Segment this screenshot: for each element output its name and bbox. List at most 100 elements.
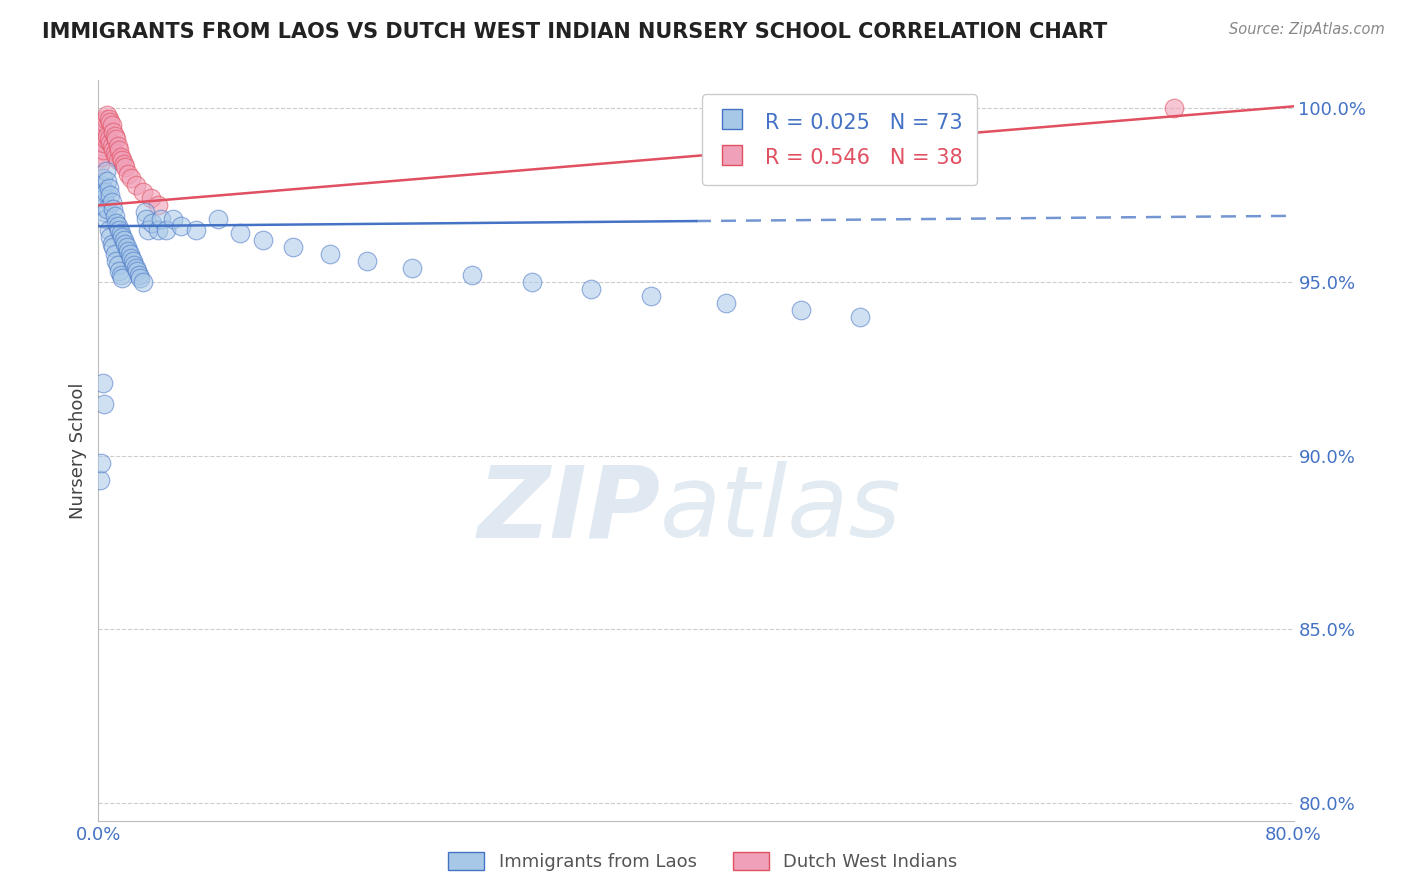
Point [401,260,423,275]
Point [148,223,170,237]
Point [127,264,149,278]
Point [91,122,114,136]
Point [91,376,114,390]
Point [125,260,148,275]
Point [125,178,148,192]
Point [89,188,111,202]
Point [105,132,128,146]
Point [108,143,131,157]
Point [136,223,159,237]
Point [97,181,120,195]
Point [97,132,120,146]
Point [103,125,125,139]
Point [714,295,737,310]
Point [117,244,139,258]
Point [94,112,117,126]
Point [90,128,112,143]
Point [90,456,112,470]
Point [107,153,129,168]
Point [148,198,170,212]
Point [581,282,603,296]
Point [162,212,184,227]
Point [184,223,207,237]
Point [104,146,127,161]
Text: IMMIGRANTS FROM LAOS VS DUTCH WEST INDIAN NURSERY SCHOOL CORRELATION CHART: IMMIGRANTS FROM LAOS VS DUTCH WEST INDIA… [42,22,1108,42]
Point [105,216,128,230]
Point [108,223,131,237]
Point [319,247,342,261]
Point [96,174,118,188]
Point [93,396,115,410]
Point [90,198,112,212]
Point [98,229,122,244]
Point [101,139,124,153]
Point [90,150,112,164]
Point [150,212,173,227]
Point [108,264,131,278]
Point [114,160,136,174]
Point [105,150,128,164]
Point [103,240,125,254]
Point [93,115,115,129]
Point [128,268,150,282]
Point [132,185,155,199]
Point [118,247,141,261]
Point [96,128,118,143]
Point [103,143,125,157]
Point [229,226,252,240]
Point [120,170,142,185]
Point [93,205,115,219]
Point [849,310,872,324]
Point [98,188,122,202]
Point [91,143,114,157]
Point [155,223,177,237]
Point [104,247,127,261]
Point [101,236,124,251]
Point [107,258,129,272]
Point [134,205,156,219]
Point [110,150,132,164]
Y-axis label: Nursery School: Nursery School [69,382,87,519]
Point [103,202,125,216]
Point [101,119,124,133]
Point [169,219,191,234]
Point [117,167,139,181]
Point [640,289,662,303]
Point [461,268,484,282]
Point [93,136,115,150]
Point [96,108,118,122]
Point [110,226,132,240]
Point [89,157,111,171]
Point [121,254,143,268]
Point [104,128,127,143]
Point [96,202,118,216]
Text: atlas: atlas [661,461,901,558]
Point [111,229,134,244]
Point [94,212,117,227]
Text: ZIP: ZIP [477,461,661,558]
Point [98,136,122,150]
Point [107,139,129,153]
Point [89,136,111,150]
Point [101,194,124,209]
Point [104,209,127,223]
Point [520,275,543,289]
Point [141,216,163,230]
Point [207,212,229,227]
Point [94,163,117,178]
Point [132,275,155,289]
Point [111,153,134,168]
Point [91,185,114,199]
Point [93,191,115,205]
Text: Source: ZipAtlas.com: Source: ZipAtlas.com [1229,22,1385,37]
Point [90,178,112,192]
Point [91,170,114,185]
Point [115,240,138,254]
Point [112,233,135,247]
Point [114,236,136,251]
Point [89,473,111,487]
Point [98,115,122,129]
Point [120,251,142,265]
Point [789,302,811,317]
Point [105,254,128,268]
